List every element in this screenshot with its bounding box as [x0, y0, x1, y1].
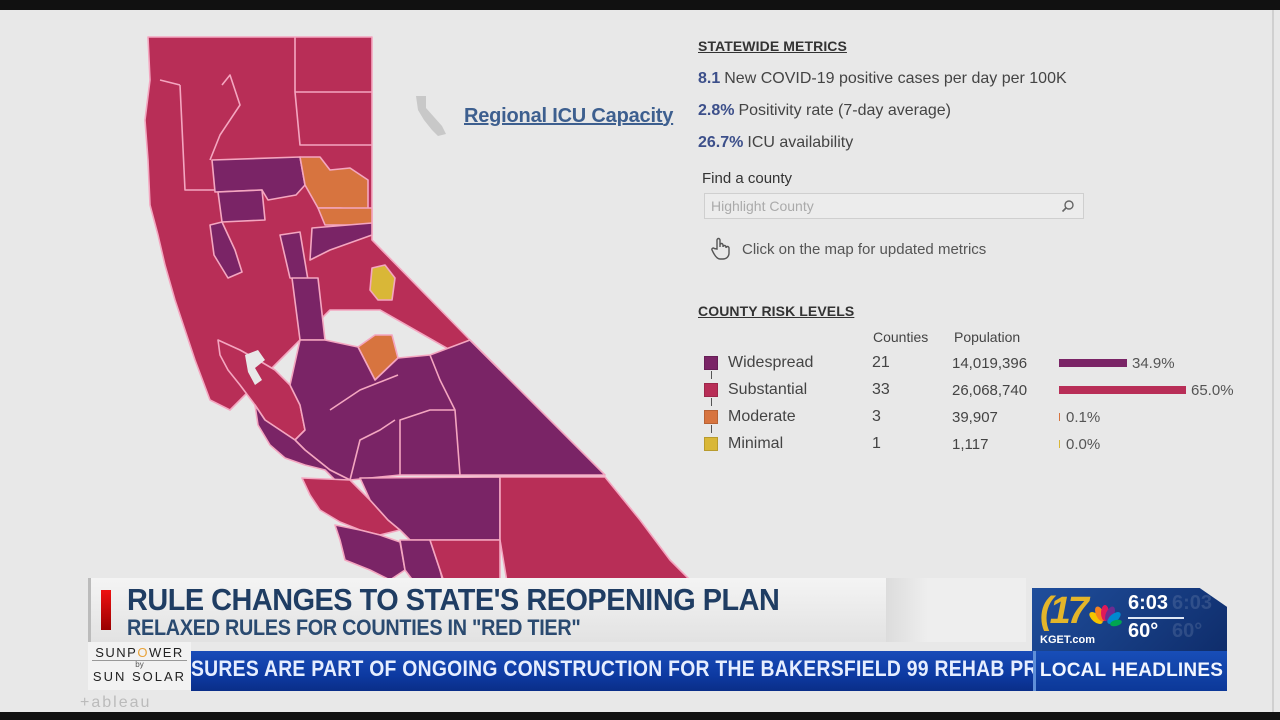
regional-icu-capacity-label[interactable]: Regional ICU Capacity [464, 104, 674, 127]
risk-row-widespread[interactable]: Widespread 21 14,019,396 34.9% [704, 353, 1264, 373]
metric-new-cases: 8.1 New COVID-19 positive cases per day p… [698, 70, 1258, 88]
risk-bar [1059, 386, 1186, 394]
sun-solar-wordmark: SUN SOLAR [92, 669, 187, 684]
legend-swatch-widespread[interactable] [704, 356, 718, 370]
risk-counties: 21 [872, 354, 890, 371]
ticker-text: SURES ARE PART OF ONGOING CONSTRUCTION F… [191, 656, 1033, 681]
metric-value: 8.1 [698, 70, 721, 87]
clock-time: 6:03 [1128, 592, 1169, 614]
county-widespread [334, 524, 406, 581]
legend-swatch-moderate[interactable] [704, 410, 718, 424]
station-bug: (17 KGET.com 6:03 60° 6:03 60° [1032, 588, 1227, 651]
risk-pct: 0.1% [1066, 408, 1101, 426]
col-header-counties: Counties [873, 329, 929, 345]
news-headline: RULE CHANGES TO STATE'S REOPENING PLAN [127, 582, 780, 617]
risk-pct: 0.0% [1066, 435, 1101, 453]
ticker-separator [1033, 651, 1036, 691]
county-search-box[interactable] [704, 193, 1084, 219]
county-widespread [309, 222, 373, 261]
county-search-input[interactable] [711, 198, 1031, 214]
metric-value: 26.7% [698, 134, 744, 151]
county-risk-map[interactable] [0, 10, 700, 610]
sponsor-logo: SUNPOWER by SUN SOLAR [88, 642, 191, 690]
metric-positivity: 2.8% Positivity rate (7-day average) [698, 102, 1258, 120]
risk-row-substantial[interactable]: Substantial 33 26,068,740 65.0% [704, 380, 1264, 400]
risk-counties: 33 [872, 381, 890, 398]
metric-icu: 26.7% ICU availability [698, 134, 1258, 152]
sunpower-wordmark: SUNPOWER [95, 645, 184, 660]
risk-name: Minimal [728, 435, 784, 452]
metric-label: New COVID-19 positive cases per day per … [724, 70, 1067, 87]
map-hint: Click on the map for updated metrics [710, 237, 1258, 261]
county-moderate [299, 156, 369, 211]
search-icon[interactable] [1061, 199, 1075, 213]
county-moderate [317, 207, 373, 226]
risk-population: 26,068,740 [952, 381, 1028, 399]
channel-17-logo: (17 [1040, 590, 1089, 632]
find-county-label: Find a county [702, 170, 793, 187]
risk-name: Moderate [728, 408, 796, 425]
lower-third-fade [886, 578, 1026, 642]
county-widespread [217, 189, 266, 223]
county-widespread [209, 221, 243, 279]
screen-edge [1272, 10, 1274, 712]
risk-name: Substantial [728, 381, 808, 398]
news-subhead: RELAXED RULES FOR COUNTIES IN "RED TIER" [127, 615, 581, 640]
bug-divider [1128, 617, 1184, 619]
risk-bar [1059, 440, 1060, 448]
news-ticker: SURES ARE PART OF ONGOING CONSTRUCTION F… [191, 651, 1033, 691]
kget-site-label: KGET.com [1040, 634, 1096, 646]
metric-label: Positivity rate (7-day average) [738, 102, 951, 119]
ghost-temp: 60° [1172, 620, 1203, 642]
county-minimal [369, 264, 396, 301]
risk-row-minimal[interactable]: Minimal 1 1,117 0.0% [704, 434, 1264, 454]
risk-population: 1,117 [952, 435, 989, 453]
red-accent-bar [101, 590, 111, 630]
sponsor-by: by [92, 660, 187, 669]
map-hint-text: Click on the map for updated metrics [742, 240, 987, 258]
risk-bar [1059, 359, 1127, 367]
hand-pointer-icon [711, 237, 730, 260]
statewide-metrics-title: STATEWIDE METRICS [698, 38, 847, 54]
legend-swatch-substantial[interactable] [704, 383, 718, 397]
risk-counties: 3 [872, 408, 881, 425]
news-lower-third: RULE CHANGES TO STATE'S REOPENING PLAN R… [88, 578, 886, 642]
legend-connector [711, 398, 712, 406]
county-risk-levels-title: COUNTY RISK LEVELS [698, 303, 855, 319]
tableau-watermark: +ableau [80, 694, 152, 711]
section-label-local-headlines: LOCAL HEADLINES [1036, 651, 1227, 691]
risk-population: 14,019,396 [952, 354, 1028, 372]
risk-levels-table: Counties Population Widespread 21 14,019… [698, 329, 1258, 459]
legend-connector [711, 425, 712, 433]
metric-label: ICU availability [747, 134, 854, 151]
legend-connector [711, 371, 712, 379]
risk-row-moderate[interactable]: Moderate 3 39,907 0.1% [704, 407, 1264, 427]
metric-value: 2.8% [698, 102, 735, 119]
metrics-panel: STATEWIDE METRICS 8.1 New COVID-19 positi… [698, 38, 1258, 459]
regional-icu-capacity-link[interactable]: Regional ICU Capacity [412, 94, 673, 138]
risk-pct: 65.0% [1191, 381, 1234, 399]
temperature: 60° [1128, 620, 1159, 642]
risk-population: 39,907 [952, 408, 998, 426]
col-header-population: Population [954, 329, 1021, 345]
california-outline-icon [416, 96, 446, 136]
risk-pct: 34.9% [1132, 354, 1175, 372]
risk-counties: 1 [872, 435, 881, 452]
nbc-peacock-icon [1089, 605, 1122, 627]
legend-swatch-minimal[interactable] [704, 437, 718, 451]
risk-bar [1059, 413, 1060, 421]
ghost-time: 6:03 [1172, 592, 1213, 614]
risk-name: Widespread [728, 354, 814, 371]
california-map[interactable] [0, 10, 700, 610]
